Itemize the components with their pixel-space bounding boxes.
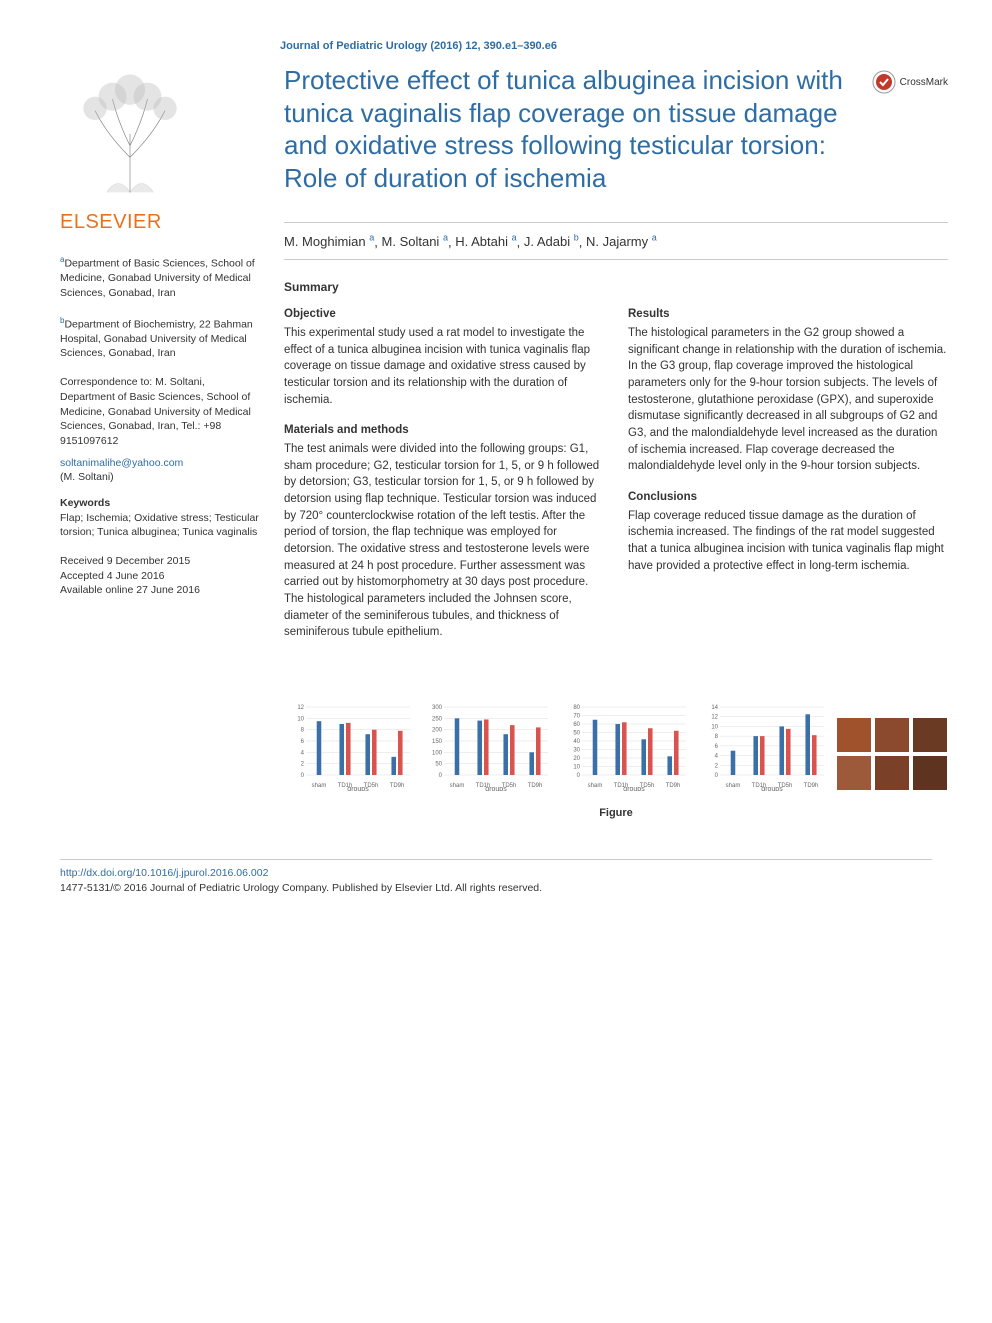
svg-text:2: 2 <box>715 763 719 769</box>
svg-text:sham: sham <box>588 783 603 789</box>
abs-objective-heading: Objective <box>284 306 604 323</box>
article-title: Protective effect of tunica albuginea in… <box>284 64 852 194</box>
date-received: Received 9 December 2015 <box>60 554 260 569</box>
histology-tile-4 <box>874 755 910 791</box>
date-accepted: Accepted 4 June 2016 <box>60 569 260 584</box>
histology-panel <box>836 717 948 791</box>
svg-text:8: 8 <box>715 734 719 740</box>
svg-text:300: 300 <box>432 705 443 711</box>
sidebar: ELSEVIER aDepartment of Basic Sciences, … <box>60 64 260 819</box>
svg-text:80: 80 <box>573 705 580 711</box>
svg-text:12: 12 <box>711 715 718 721</box>
abs-results-text: The histological parameters in the G2 gr… <box>628 325 948 475</box>
histology-tile-0 <box>836 717 872 753</box>
svg-text:60: 60 <box>573 722 580 728</box>
svg-text:0: 0 <box>577 773 581 779</box>
abs-methods-text: The test animals were divided into the f… <box>284 441 604 641</box>
svg-text:TD9h: TD9h <box>666 783 681 789</box>
correspondence-email[interactable]: soltanimalihe@yahoo.com <box>60 457 260 469</box>
main-content: Protective effect of tunica albuginea in… <box>284 64 948 819</box>
doi-link[interactable]: http://dx.doi.org/10.1016/j.jpurol.2016.… <box>60 867 268 879</box>
svg-text:4: 4 <box>301 750 305 756</box>
svg-text:40: 40 <box>573 739 580 745</box>
crossmark-icon <box>872 70 896 94</box>
affiliation-a: aDepartment of Basic Sciences, School of… <box>60 254 260 301</box>
histology-tile-2 <box>912 717 948 753</box>
author-4: N. Jajarmy a <box>586 234 657 249</box>
svg-text:150: 150 <box>432 739 443 745</box>
svg-text:groups: groups <box>623 786 645 791</box>
svg-text:groups: groups <box>485 786 507 791</box>
svg-text:10: 10 <box>711 725 718 731</box>
page-footer: http://dx.doi.org/10.1016/j.jpurol.2016.… <box>60 859 932 895</box>
author-1: M. Soltani a <box>382 234 448 249</box>
histology-tile-1 <box>874 717 910 753</box>
svg-text:sham: sham <box>312 783 327 789</box>
bar-chart-2: 01020304050607080shamTD1hTD5hTD9hgroups <box>560 701 690 791</box>
bar-chart-1: 050100150200250300shamTD1hTD5hTD9hgroups <box>422 701 552 791</box>
svg-text:100: 100 <box>432 750 443 756</box>
affiliation-a-text: Department of Basic Sciences, School of … <box>60 258 255 299</box>
keywords-label: Keywords <box>60 497 260 509</box>
crossmark-label: CrossMark <box>900 77 948 88</box>
svg-text:2: 2 <box>301 762 305 768</box>
svg-text:14: 14 <box>711 705 718 711</box>
svg-text:12: 12 <box>297 705 304 711</box>
svg-text:70: 70 <box>573 714 580 720</box>
svg-text:TD9h: TD9h <box>528 783 543 789</box>
abs-methods-heading: Materials and methods <box>284 422 604 439</box>
svg-text:200: 200 <box>432 728 443 734</box>
svg-text:groups: groups <box>347 786 369 791</box>
abs-conclusions-text: Flap coverage reduced tissue damage as t… <box>628 508 948 575</box>
svg-text:8: 8 <box>301 728 305 734</box>
abs-conclusions-heading: Conclusions <box>628 489 948 506</box>
svg-text:30: 30 <box>573 748 580 754</box>
svg-text:10: 10 <box>573 765 580 771</box>
publisher-logo: ELSEVIER <box>60 64 260 234</box>
svg-text:0: 0 <box>715 773 719 779</box>
journal-reference: Journal of Pediatric Urology (2016) 12, … <box>280 40 932 52</box>
svg-text:10: 10 <box>297 716 304 722</box>
svg-text:TD9h: TD9h <box>390 783 405 789</box>
abs-objective-text: This experimental study used a rat model… <box>284 325 604 408</box>
svg-text:4: 4 <box>715 754 719 760</box>
affiliation-b: bDepartment of Biochemistry, 22 Bahman H… <box>60 315 260 362</box>
svg-text:50: 50 <box>435 762 442 768</box>
figure-panel: 024681012shamTD1hTD5hTD9hgroups050100150… <box>284 701 948 791</box>
article-dates: Received 9 December 2015 Accepted 4 June… <box>60 554 260 598</box>
histology-tile-3 <box>836 755 872 791</box>
summary-label: Summary <box>284 280 948 294</box>
publisher-name: ELSEVIER <box>60 211 260 234</box>
svg-text:0: 0 <box>439 773 443 779</box>
histology-tile-5 <box>912 755 948 791</box>
keywords: Flap; Ischemia; Oxidative stress; Testic… <box>60 511 260 540</box>
svg-text:250: 250 <box>432 716 443 722</box>
svg-text:6: 6 <box>301 739 305 745</box>
correspondence-person: (M. Soltani) <box>60 471 260 483</box>
svg-text:6: 6 <box>715 744 719 750</box>
svg-text:0: 0 <box>301 773 305 779</box>
elsevier-tree-icon <box>60 64 200 204</box>
svg-text:sham: sham <box>450 783 465 789</box>
svg-text:20: 20 <box>573 756 580 762</box>
author-list: M. Moghimian a, M. Soltani a, H. Abtahi … <box>284 222 948 260</box>
svg-text:groups: groups <box>761 786 783 791</box>
crossmark-badge[interactable]: CrossMark <box>872 70 948 94</box>
correspondence: Correspondence to: M. Soltani, Departmen… <box>60 375 260 448</box>
affiliation-b-text: Department of Biochemistry, 22 Bahman Ho… <box>60 318 253 359</box>
bar-chart-3: 02468101214shamTD1hTD5hTD9hgroups <box>698 701 828 791</box>
figure-caption: Figure <box>284 807 948 819</box>
abstract: Objective This experimental study used a… <box>284 306 948 641</box>
abs-results-heading: Results <box>628 306 948 323</box>
svg-text:50: 50 <box>573 731 580 737</box>
svg-text:TD9h: TD9h <box>804 783 819 789</box>
copyright: 1477-5131/© 2016 Journal of Pediatric Ur… <box>60 882 542 894</box>
bar-chart-0: 024681012shamTD1hTD5hTD9hgroups <box>284 701 414 791</box>
author-0: M. Moghimian a <box>284 234 374 249</box>
svg-text:sham: sham <box>726 783 741 789</box>
date-online: Available online 27 June 2016 <box>60 583 260 598</box>
author-3: J. Adabi b <box>524 234 579 249</box>
main-layout: ELSEVIER aDepartment of Basic Sciences, … <box>60 64 932 819</box>
author-2: H. Abtahi a <box>455 234 516 249</box>
